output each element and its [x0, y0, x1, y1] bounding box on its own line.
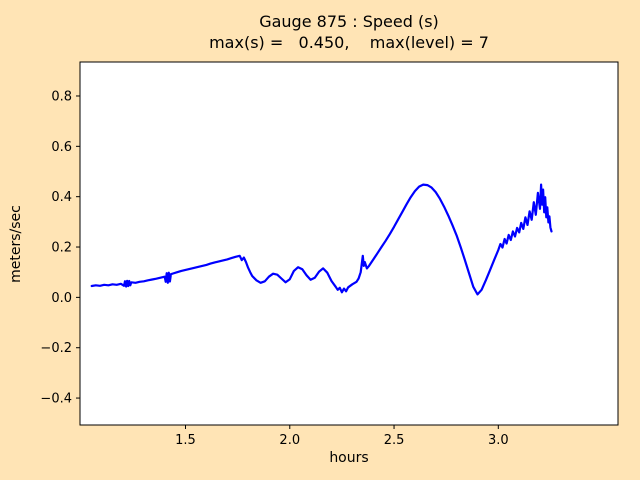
y-tick-label: 0.6	[51, 140, 72, 155]
plot-area	[79, 61, 619, 426]
x-tick-label: 2.0	[279, 433, 300, 448]
y-tick-label: −0.2	[40, 341, 72, 356]
y-tick-label: 0.0	[51, 291, 72, 306]
y-tick-label: −0.4	[40, 392, 72, 407]
series-line-speed	[90, 183, 553, 296]
y-axis-ticks: −0.4 −0.2 0.0 0.2 0.4 0.6 0.8	[40, 89, 80, 407]
y-axis-label-box: meters/sec	[4, 62, 28, 425]
y-tick-label: 0.2	[51, 241, 72, 256]
x-tick-label: 2.5	[384, 433, 405, 448]
chart-subtitle: max(s) = 0.450, max(level) = 7	[209, 33, 489, 52]
y-tick-label: 0.4	[51, 190, 72, 205]
x-axis-ticks: 1.5 2.0 2.5 3.0	[175, 425, 509, 448]
y-tick-label: 0.8	[51, 89, 72, 104]
x-axis-label: hours	[329, 450, 369, 466]
x-tick-label: 1.5	[175, 433, 196, 448]
series-group	[90, 183, 553, 296]
x-tick-label: 3.0	[488, 433, 509, 448]
chart-title: Gauge 875 : Speed (s)	[259, 12, 439, 31]
y-axis-label: meters/sec	[8, 204, 25, 283]
